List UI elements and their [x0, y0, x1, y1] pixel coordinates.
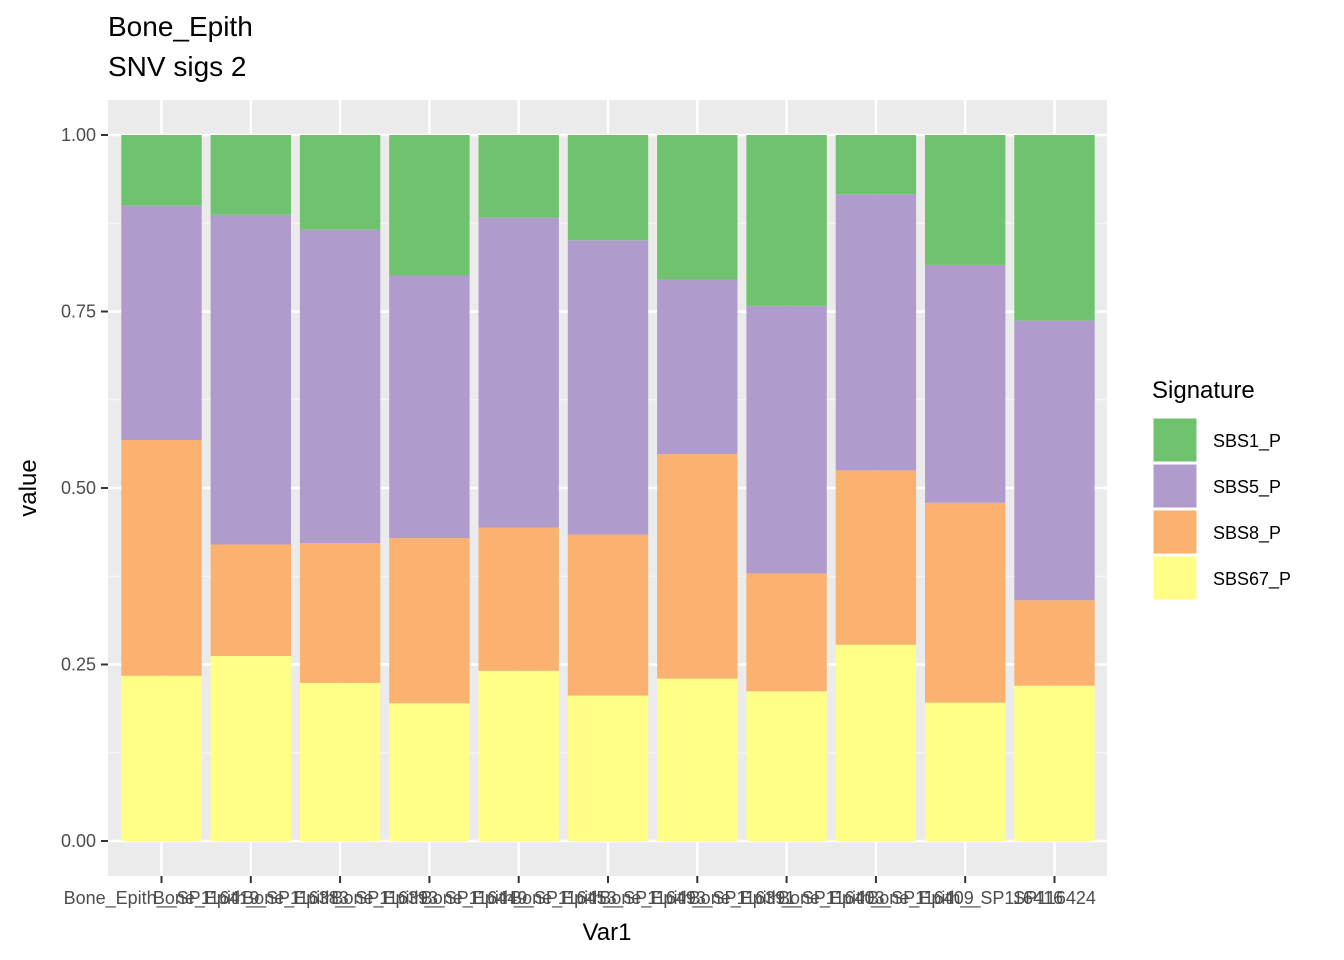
legend-key-SBS5_P: [1152, 463, 1198, 509]
bar-segment-SBS1_P: [835, 135, 917, 195]
bar-segment-SBS5_P: [567, 240, 649, 535]
x-tick-label: Bone_Epith__SP116409: [778, 888, 974, 909]
bar-segment-SBS67_P: [389, 703, 470, 841]
bar-segment-SBS67_P: [567, 695, 649, 841]
x-tick-label: Bone_Epith__SP116391: [599, 888, 795, 909]
y-tick-label: 0.50: [61, 478, 96, 498]
bar-segment-SBS8_P: [925, 502, 1006, 703]
bar-segment-SBS67_P: [835, 644, 917, 841]
bar-segment-SBS67_P: [925, 702, 1006, 841]
legend-title: Signature: [1152, 377, 1255, 404]
bar-segment-SBS8_P: [835, 470, 917, 645]
x-tick-label: Bone_Epith__SP116493: [510, 888, 706, 909]
bar-segment-SBS8_P: [567, 534, 649, 696]
x-tick-label: SP116424: [1013, 888, 1096, 908]
bar-segment-SBS1_P: [567, 135, 649, 241]
bar-segment-SBS8_P: [121, 439, 202, 676]
x-tick-label: Bone_Epith__SP116419: [64, 888, 260, 909]
bar-segment-SBS67_P: [210, 656, 291, 841]
y-tick-label: 0.25: [61, 655, 96, 675]
bar-segment-SBS5_P: [835, 194, 917, 471]
x-axis-label: Var1: [583, 919, 632, 946]
bar-segment-SBS8_P: [299, 543, 381, 683]
bar-segment-SBS8_P: [478, 527, 559, 671]
bar-segment-SBS8_P: [1014, 600, 1095, 686]
bar-segment-SBS67_P: [299, 682, 381, 841]
bar-segment-SBS8_P: [210, 544, 291, 657]
bar-segment-SBS8_P: [389, 538, 470, 704]
bar-segment-SBS5_P: [299, 229, 381, 544]
bars: [121, 135, 1095, 841]
chart-title: Bone_Epith: [108, 11, 253, 42]
bar-segment-SBS5_P: [1014, 320, 1095, 601]
legend-key-SBS8_P: [1152, 509, 1198, 555]
legend-label: SBS5_P: [1213, 477, 1281, 498]
x-tick-label: Bone_Epith__SP116383: [153, 888, 349, 909]
bar-segment-SBS5_P: [925, 264, 1006, 503]
y-tick-label: 0.00: [61, 831, 96, 851]
bar-segment-SBS1_P: [925, 135, 1006, 265]
bar-segment-SBS1_P: [657, 135, 738, 280]
legend-key-SBS67_P: [1152, 555, 1198, 601]
bar-segment-SBS5_P: [121, 205, 202, 440]
bar-segment-SBS1_P: [746, 135, 827, 306]
legend-label: SBS1_P: [1213, 431, 1281, 452]
y-tick-label: 1.00: [61, 125, 96, 145]
bar-segment-SBS8_P: [746, 573, 827, 692]
bar-segment-SBS5_P: [389, 275, 470, 539]
bar-segment-SBS67_P: [478, 670, 559, 841]
legend-label: SBS8_P: [1213, 523, 1281, 544]
bar-segment-SBS1_P: [121, 135, 202, 206]
bar-segment-SBS67_P: [121, 675, 202, 841]
x-tick-label: Bone_Epith__SP116393: [242, 888, 438, 909]
bar-segment-SBS1_P: [1014, 135, 1095, 321]
legend: Signature SBS1_P SBS5_P SBS8_P SBS67_P: [1152, 377, 1291, 601]
bar-segment-SBS5_P: [657, 279, 738, 455]
bar-segment-SBS67_P: [1014, 685, 1095, 841]
bar-segment-SBS8_P: [657, 454, 738, 679]
bar-segment-SBS5_P: [210, 214, 291, 545]
bar-segment-SBS5_P: [478, 217, 559, 528]
bar-segment-SBS1_P: [478, 135, 559, 218]
bar-segment-SBS67_P: [746, 691, 827, 841]
legend-label: SBS67_P: [1213, 569, 1291, 590]
x-tick-label: Bone_Epith__SP116403: [689, 888, 885, 909]
bar-segment-SBS1_P: [389, 135, 470, 276]
bar-segment-SBS67_P: [657, 678, 738, 841]
x-tick-label: Bone_Epith__SP116453: [421, 888, 617, 909]
bar-segment-SBS1_P: [299, 135, 381, 230]
bar-segment-SBS1_P: [210, 135, 291, 215]
x-axis-ticks: Bone_Epith__SP116419Bone_Epith__SP116383…: [64, 876, 1096, 909]
bar-segment-SBS5_P: [746, 305, 827, 574]
x-tick-label: Bone_Epith__SP116416: [867, 888, 1063, 909]
x-tick-label: Bone_Epith__SP116449: [331, 888, 527, 909]
y-tick-label: 0.75: [61, 302, 96, 322]
y-axis-ticks: 0.00 0.25 0.50 0.75 1.00: [61, 125, 108, 851]
y-axis-label: value: [15, 459, 42, 516]
chart-subtitle: SNV sigs 2: [108, 51, 247, 82]
legend-key-SBS1_P: [1152, 417, 1198, 463]
